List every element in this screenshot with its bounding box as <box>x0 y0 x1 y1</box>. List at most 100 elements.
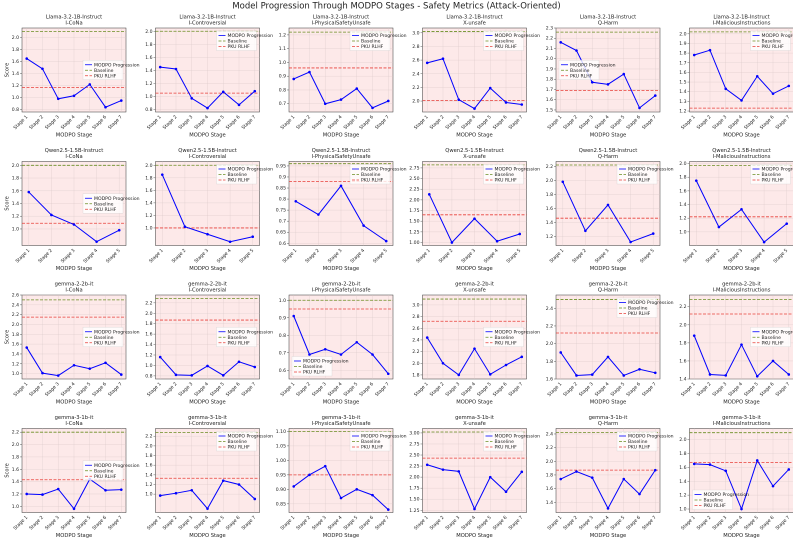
legend-box <box>558 60 600 80</box>
y-tick-label: 2.6 <box>412 326 419 332</box>
point <box>425 463 429 467</box>
legend-label: MODPO Progression <box>495 434 541 440</box>
point <box>638 106 641 110</box>
subplot-subtitle: I-PhysicalSafetyUnsafe <box>311 21 370 27</box>
y-tick-label: 2.2 <box>12 312 19 318</box>
legend-label: PKU RLHF <box>303 370 326 376</box>
y-tick-label: 1.8 <box>145 42 152 48</box>
point <box>119 99 123 102</box>
subplot-subtitle: I-PhysicalSafetyUnsafe <box>311 288 370 294</box>
point <box>441 57 445 61</box>
point <box>708 373 712 376</box>
y-tick-label: 1.4 <box>546 220 553 226</box>
point <box>785 222 789 225</box>
point <box>717 225 721 229</box>
y-axis-label: Score <box>5 463 11 478</box>
x-axis-label: MODPO Stage <box>189 266 225 272</box>
point <box>253 497 257 501</box>
y-tick-label: 1.6 <box>12 342 19 348</box>
y-tick-label: 1.6 <box>679 465 686 471</box>
y-tick-label: 1.6 <box>679 70 686 76</box>
point <box>251 235 255 239</box>
y-tick-label: 1.4 <box>12 201 19 207</box>
point <box>339 353 343 356</box>
subplot-subtitle: X-unsafe <box>463 288 486 294</box>
subplot-title: gemma-3-1b-it <box>322 415 361 421</box>
y-axis-label: Score <box>5 196 11 211</box>
y-tick-label: 2.2 <box>546 323 553 329</box>
y-tick-label: 1.0 <box>12 371 19 377</box>
legend-label: PKU RLHF <box>762 178 785 184</box>
y-tick-label: 1.0 <box>145 94 152 100</box>
y-tick-label: 2.4 <box>412 71 419 77</box>
y-tick-label: 1.4 <box>12 71 19 77</box>
y-tick-label: 2.2 <box>546 164 553 170</box>
subplot: gemma-2-2b-itI-PhysicalSafetyUnsafe 0.6 0.… <box>279 282 394 406</box>
point <box>323 464 327 468</box>
y-tick-label: 2.0 <box>12 35 19 41</box>
subplot-subtitle: I-Controversial <box>189 421 227 427</box>
y-tick-label: 1.2 <box>546 234 553 240</box>
point <box>317 213 320 216</box>
y-tick-label: 1.6 <box>12 467 19 473</box>
legend-label: MODPO Progression <box>228 434 274 440</box>
point <box>755 374 759 378</box>
point <box>629 240 632 244</box>
point <box>119 373 123 376</box>
subplot: gemma-3-1b-itI-PhysicalSafetyUnsafe 0.85 0… <box>276 415 407 539</box>
y-tick-label: 1.6 <box>145 463 152 469</box>
point <box>692 462 696 466</box>
point <box>740 507 743 511</box>
point <box>25 57 29 60</box>
y-tick-label: 2.0 <box>145 29 152 35</box>
point <box>518 232 522 236</box>
point <box>294 199 298 203</box>
x-axis-label: MODPO Stage <box>723 133 759 139</box>
legend-label: Baseline <box>94 335 114 341</box>
point <box>724 469 728 473</box>
legend-label: PKU RLHF <box>228 340 251 346</box>
point <box>762 240 766 244</box>
x-axis-label: MODPO Stage <box>456 266 492 272</box>
point <box>575 49 578 52</box>
y-tick-label: 0.7 <box>279 101 286 107</box>
figure-title: Model Progression Through MODPO Stages -… <box>232 2 560 12</box>
point <box>308 473 311 477</box>
x-axis-label: MODPO Stage <box>590 133 626 139</box>
point <box>228 240 232 244</box>
point <box>221 479 225 482</box>
legend-label: Baseline <box>303 364 323 370</box>
y-tick-label: 2.0 <box>679 322 686 328</box>
point <box>253 89 257 93</box>
y-tick-label: 2.2 <box>412 349 419 355</box>
y-tick-label: 2.25 <box>409 464 419 470</box>
legend-label: MODPO Progression <box>94 62 140 68</box>
y-tick-label: 2.6 <box>412 58 419 64</box>
point <box>41 371 44 375</box>
legend-box <box>616 164 658 185</box>
y-tick-label: 1.2 <box>679 216 686 222</box>
subplot: Qwen2.5-1.5B-InstructI-MaliciousInstruct… <box>679 148 793 272</box>
x-axis-label: MODPO Stage <box>590 533 626 539</box>
point <box>72 94 76 98</box>
y-tick-label: 2.2 <box>679 304 686 310</box>
point <box>787 468 791 471</box>
legend-label: MODPO Progression <box>303 359 349 365</box>
legend-label: Baseline <box>94 201 114 207</box>
legend-label: Baseline <box>628 306 648 312</box>
legend-label: MODPO Progression <box>94 463 140 469</box>
y-tick-label: 1.8 <box>12 454 19 460</box>
legend-box <box>483 327 524 347</box>
point <box>590 476 594 479</box>
y-tick-label: 1.2 <box>679 109 686 115</box>
y-tick-label: 1.5 <box>679 80 686 86</box>
legend-box <box>750 164 791 185</box>
